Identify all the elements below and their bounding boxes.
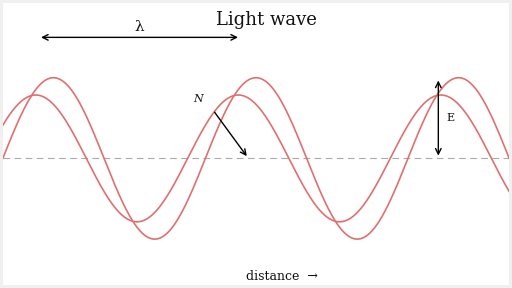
Text: Light wave: Light wave (216, 11, 317, 29)
Text: λ: λ (135, 20, 144, 34)
Text: N: N (193, 94, 203, 104)
Text: E: E (446, 113, 454, 123)
Text: distance  →: distance → (246, 270, 317, 283)
